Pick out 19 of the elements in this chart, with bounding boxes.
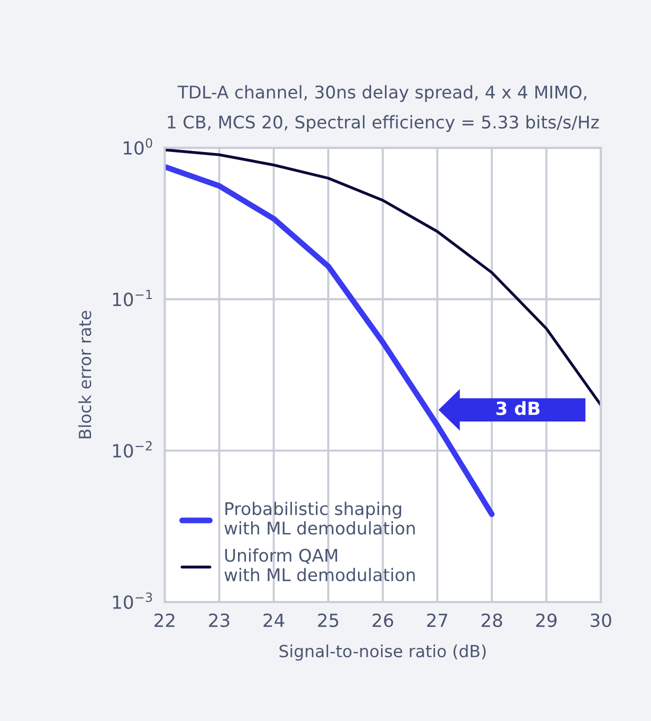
x-tick-label: 24 <box>264 613 284 627</box>
x-tick-label: 27 <box>427 613 448 627</box>
y-tick-label: 10$^{0}$ <box>124 138 152 155</box>
legend-label: Probabilistic shaping with ML demodulation <box>224 502 415 535</box>
x-tick-label: 29 <box>536 613 557 628</box>
chart-title: TDL-A channel, 30ns delay spread, 4 x 4 MIMO, 1 CB, MCS 20, Spectral efficiency = 5.33 bits/s/Hz <box>168 85 599 132</box>
legend-label: Uniform QAM with ML demodulation <box>224 548 415 582</box>
y-axis-title: Block error rate <box>78 310 92 438</box>
x-tick-label: 30 <box>590 613 612 628</box>
x-tick-label: 26 <box>372 613 394 628</box>
y-tick-label: 10$^{−2}$ <box>113 441 152 458</box>
x-tick-label: 25 <box>318 613 338 628</box>
x-axis-title: Signal-to-noise ratio (dB) <box>280 644 486 661</box>
x-tick-label: 28 <box>482 613 502 628</box>
x-tick-label: 23 <box>209 613 230 628</box>
annotation: 3 dB <box>496 401 540 416</box>
y-tick-label: 10$^{−3}$ <box>113 592 152 610</box>
y-tick-label: 10$^{−1}$ <box>113 290 152 306</box>
x-tick-label: 22 <box>154 613 174 627</box>
